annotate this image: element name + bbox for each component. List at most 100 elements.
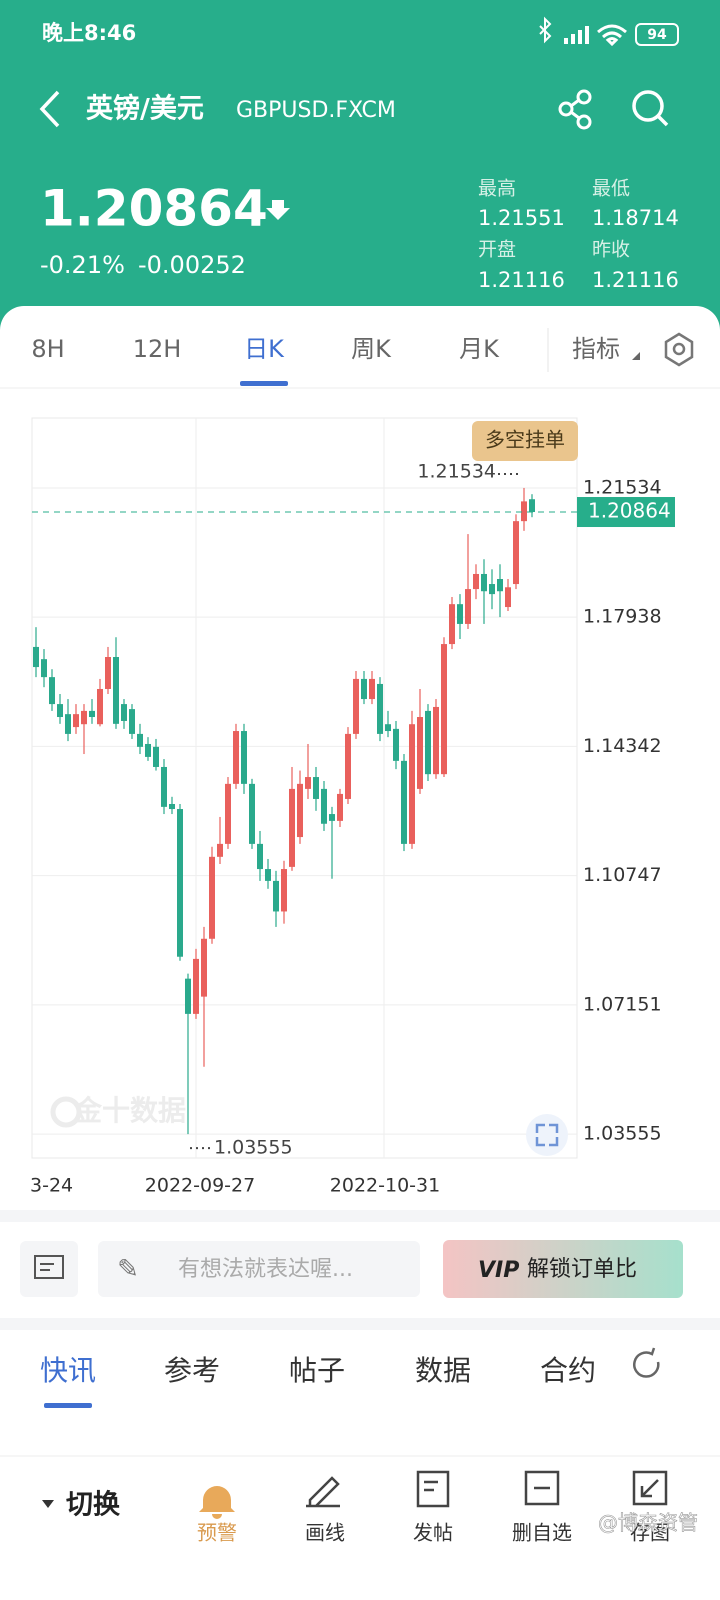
nav-item[interactable]: 删自选	[512, 1521, 572, 1545]
candle-body	[145, 743, 151, 757]
search-button[interactable]	[632, 90, 669, 127]
save-icon	[632, 1470, 668, 1506]
candle-body	[121, 704, 127, 721]
nav-item[interactable]: 画线	[305, 1521, 345, 1545]
order-button[interactable]	[472, 421, 578, 461]
candle-body	[497, 579, 503, 592]
candle-body	[457, 604, 463, 624]
candle-body	[513, 521, 519, 585]
plot-area	[31, 417, 578, 1159]
header-bg	[0, 0, 720, 340]
remove-icon	[524, 1470, 560, 1506]
tab-indicator	[44, 1403, 92, 1408]
news-tab[interactable]: 帖子	[289, 1354, 345, 1387]
share-button[interactable]	[558, 89, 592, 130]
candle-body	[369, 678, 375, 700]
watermark: 金十数据	[73, 1094, 186, 1127]
candle-body	[57, 704, 63, 718]
candle-body	[473, 573, 479, 590]
candle-body	[273, 880, 279, 912]
fullscreen-button[interactable]	[526, 1114, 568, 1156]
refresh-button[interactable]	[633, 1347, 660, 1378]
candle-body	[353, 678, 359, 734]
status-time: 晚上8:46	[42, 21, 136, 45]
candle-body	[225, 783, 231, 844]
tab[interactable]: 月K	[459, 335, 500, 363]
vip-button[interactable]	[443, 1240, 683, 1298]
x-tick-label: 2022-10-31	[330, 1175, 440, 1197]
tools-icon	[34, 1255, 64, 1279]
down-arrow	[266, 200, 290, 220]
watermark-logo	[50, 1096, 82, 1128]
candle-body	[177, 809, 183, 957]
candle-body	[281, 869, 287, 912]
stat-label: 最高	[478, 178, 516, 200]
nav-item[interactable]: 预警	[197, 1521, 237, 1545]
stat-value: 1.18714	[592, 206, 679, 230]
switch-button[interactable]: 切换	[66, 1490, 121, 1521]
candle-body	[49, 677, 55, 705]
stats: 最高 1.21551 最低 1.18714 开盘 1.21116 昨收 1.21…	[478, 178, 679, 293]
stat-label: 开盘	[478, 239, 516, 261]
news-tab[interactable]: 参考	[164, 1354, 220, 1387]
tab-active[interactable]: 日K	[244, 335, 285, 363]
candle-body	[305, 777, 311, 789]
stat-value: 1.21116	[592, 268, 679, 292]
candle-body	[289, 788, 295, 867]
candle-body	[257, 843, 263, 870]
candle-body	[297, 783, 303, 838]
candle-body	[33, 646, 39, 668]
tab[interactable]: 12H	[133, 335, 182, 363]
code: GBPUSD.FXCM	[236, 98, 396, 123]
candle-body	[97, 688, 103, 725]
candle-body	[233, 731, 239, 784]
change-pct: -0.21%	[40, 251, 125, 279]
candle-body	[249, 783, 255, 844]
post-icon	[416, 1470, 450, 1508]
candle-body	[441, 644, 447, 775]
price: 1.20864	[40, 180, 268, 238]
candle-body	[449, 604, 455, 645]
last-price-label: 1.20864	[588, 499, 671, 523]
bell-icon	[199, 1486, 235, 1519]
candle-body	[73, 714, 79, 728]
candle-body	[489, 584, 495, 595]
candle-body	[161, 766, 167, 807]
nav-item[interactable]: 发帖	[413, 1521, 453, 1545]
nav-item[interactable]: 存图	[630, 1521, 670, 1545]
x-tick-label: 3-24	[30, 1175, 73, 1197]
tab[interactable]: 周K	[351, 335, 392, 363]
low-label: 1.03555	[214, 1137, 293, 1159]
news-tab[interactable]: 数据	[415, 1354, 471, 1387]
draw-icon	[306, 1476, 340, 1508]
tab[interactable]: 指标	[572, 335, 620, 363]
candle-body	[313, 777, 319, 799]
order-button-label: 多空挂单	[485, 428, 565, 452]
candle-body	[329, 814, 335, 821]
candle-body	[65, 714, 71, 734]
candle-body	[201, 938, 207, 997]
comment-input[interactable]	[98, 1241, 420, 1297]
separator	[0, 1318, 720, 1330]
settings-button[interactable]	[664, 332, 694, 367]
candle-body	[137, 733, 143, 747]
vip-text: 解锁订单比	[527, 1257, 637, 1282]
candle-body	[337, 793, 343, 821]
tab[interactable]: 8H	[31, 335, 64, 363]
news-tab[interactable]: 合约	[540, 1354, 596, 1387]
candle-body	[377, 683, 383, 734]
back-button[interactable]	[39, 90, 60, 128]
candle-body	[345, 733, 351, 799]
watermark: @博森资管	[598, 1511, 698, 1535]
candle-body	[425, 710, 431, 775]
vip-logo: VIP	[478, 1258, 519, 1283]
y-tick-label: 1.17938	[583, 606, 662, 628]
news-tab-active[interactable]: 快讯	[40, 1354, 96, 1387]
bluetooth-icon	[539, 16, 552, 44]
tab-indicator	[240, 381, 288, 386]
candle-body	[361, 678, 367, 700]
candle-body	[401, 760, 407, 844]
candle-body	[393, 728, 399, 761]
